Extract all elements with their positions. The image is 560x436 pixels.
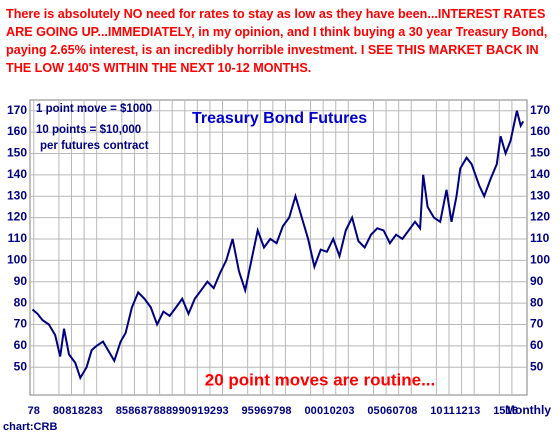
y-tick-label: 130	[7, 188, 27, 202]
x-tick-label: 16	[506, 405, 518, 417]
chart-title: Treasury Bond Futures	[192, 110, 367, 127]
y-tick-label: 160	[7, 124, 27, 138]
y-tick-label-right: 160	[530, 124, 550, 138]
x-tick-label: 03	[342, 405, 354, 417]
y-tick-label-right: 70	[530, 317, 544, 331]
x-tick-label: 92	[204, 405, 216, 417]
headline: There is absolutely NO need for rates to…	[6, 7, 548, 75]
x-tick-label: 00	[304, 405, 316, 417]
x-tick-label: 02	[330, 405, 342, 417]
x-tick-label: 95	[242, 405, 254, 417]
y-tick-label-right: 110	[530, 231, 550, 245]
y-tick-label: 80	[14, 295, 28, 309]
x-tick-label: 10	[430, 405, 442, 417]
y-tick-label-right: 120	[530, 210, 550, 224]
y-tick-label: 170	[7, 103, 27, 117]
annotation: 1 point move = $1000	[36, 103, 152, 115]
y-tick-label: 140	[7, 167, 27, 181]
x-tick-label: 11	[443, 405, 455, 417]
y-tick-label: 100	[7, 252, 27, 266]
x-tick-label: 86	[128, 405, 140, 417]
y-tick-label: 90	[14, 274, 28, 288]
x-tick-label: 88	[153, 405, 165, 417]
x-tick-label: 81	[65, 405, 77, 417]
annotation: 20 point moves are routine...	[205, 370, 436, 389]
y-tick-label-right: 50	[530, 359, 544, 373]
source: chart:CRB	[3, 421, 57, 433]
x-tick-label: 07	[393, 405, 405, 417]
y-tick-label-right: 140	[530, 167, 550, 181]
annotation: per futures contract	[40, 140, 149, 152]
x-tick-label: 12	[455, 405, 467, 417]
x-tick-label: 13	[468, 405, 480, 417]
y-tick-label: 110	[8, 231, 28, 245]
y-tick-label-right: 90	[530, 274, 544, 288]
x-tick-label: 83	[91, 405, 103, 417]
y-tick-label: 120	[7, 210, 27, 224]
x-tick-label: 05	[367, 405, 379, 417]
x-tick-label: 91	[191, 405, 203, 417]
y-tick-label: 70	[14, 317, 28, 331]
y-tick-label: 50	[14, 359, 28, 373]
x-tick-label: 98	[279, 405, 291, 417]
x-tick-label: 87	[141, 405, 153, 417]
x-tick-label: 93	[216, 405, 228, 417]
x-tick-label: 85	[116, 405, 128, 417]
y-tick-label: 60	[14, 338, 28, 352]
y-tick-label-right: 130	[530, 188, 550, 202]
x-tick-label: 15	[493, 405, 505, 417]
x-tick-label: 82	[78, 405, 90, 417]
y-tick-label-right: 80	[530, 295, 544, 309]
annotation: 10 points = $10,000	[36, 124, 141, 136]
x-tick-label: 96	[254, 405, 266, 417]
x-tick-label: 01	[317, 405, 329, 417]
y-tick-label-right: 60	[530, 338, 544, 352]
x-tick-label: 89	[166, 405, 178, 417]
x-tick-label: 80	[53, 405, 65, 417]
y-tick-label-right: 170	[530, 103, 550, 117]
x-tick-label: 90	[179, 405, 191, 417]
x-tick-label: 78	[28, 405, 40, 417]
x-tick-label: 08	[405, 405, 417, 417]
price-line	[31, 110, 525, 381]
x-tick-label: 06	[380, 405, 392, 417]
x-tick-label: 97	[267, 405, 279, 417]
frequency-label: Monthly	[505, 403, 551, 417]
y-tick-label: 150	[7, 146, 27, 160]
y-tick-label-right: 150	[530, 146, 550, 160]
y-tick-label-right: 100	[530, 252, 550, 266]
